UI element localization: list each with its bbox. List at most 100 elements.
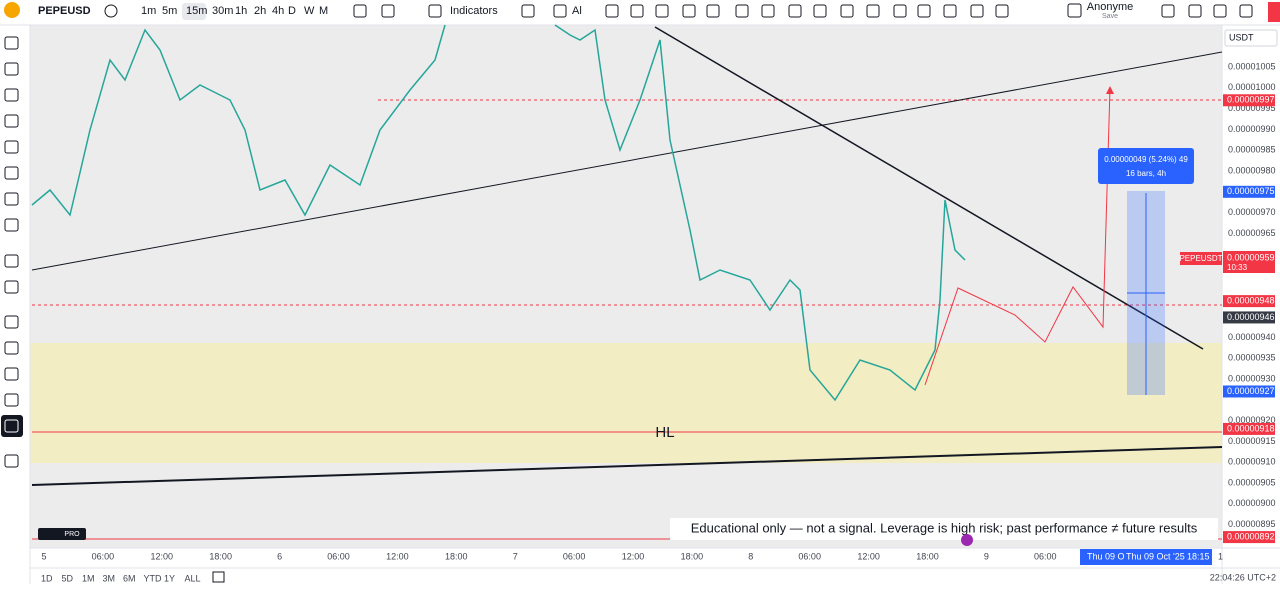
time-label: 06:00 [92,551,115,561]
publish-button[interactable] [1268,2,1280,22]
range-button[interactable]: 1D [41,573,53,583]
range-button[interactable]: ALL [185,573,201,583]
range-button[interactable]: 1Y [164,573,175,583]
tool-icon[interactable] [4,393,19,407]
indicators[interactable]: Indicators [450,5,498,17]
time-label: 18:00 [681,551,704,561]
tool-icon[interactable] [4,280,19,294]
tool-icon[interactable] [553,4,567,18]
tool-icon[interactable] [4,419,19,433]
tool-icon[interactable] [761,4,775,18]
tool-icon[interactable] [4,218,19,232]
tool-icon[interactable] [1239,4,1253,18]
time-label: 6 [277,551,282,561]
user[interactable]: Anonyme [1087,1,1133,13]
tool-icon[interactable] [706,4,720,18]
tool-icon[interactable] [4,88,19,102]
save-icon[interactable] [1067,3,1082,18]
tool-icon[interactable] [813,4,827,18]
tool-icon[interactable] [4,367,19,381]
tool-icon[interactable] [970,4,984,18]
range-button[interactable]: 3M [103,573,116,583]
timeframe[interactable]: 5m [162,5,177,17]
add-icon[interactable] [104,4,118,18]
timeframe[interactable]: 1m [141,5,156,17]
tool-icon[interactable] [4,192,19,206]
tool-icon[interactable] [1161,4,1175,18]
tool-icon[interactable] [381,4,395,18]
time-label: 18:00 [209,551,232,561]
tool-icon[interactable] [788,4,802,18]
tool-icon[interactable] [4,114,19,128]
tool-icon[interactable] [655,4,669,18]
range-button[interactable]: 6M [123,573,136,583]
price-badge-text: 0.00000975 [1227,186,1275,196]
price-label: 0.00000920 [1228,415,1276,425]
timeframe[interactable]: 30m [212,5,233,17]
tool-icon[interactable] [735,4,749,18]
range-button[interactable]: YTD [144,573,163,583]
timeframe[interactable]: 2h [254,5,266,17]
tool-icon[interactable] [4,315,19,329]
timeframe[interactable]: 1h [235,5,247,17]
tool-icon[interactable] [4,166,19,180]
measure-text: 16 bars, 4h [1126,169,1166,178]
logo-text: PRO [64,531,80,538]
tool-icon[interactable] [995,4,1009,18]
tool-icon[interactable] [630,4,644,18]
time-label: 12:00 [151,551,174,561]
tool-icon[interactable] [4,36,19,50]
tool-icon[interactable] [605,4,619,18]
time-cursor-short: Thu 09 O [1087,551,1125,561]
alert[interactable]: Al [572,5,582,17]
tool-icon[interactable] [353,4,367,18]
currency[interactable]: USDT [1229,32,1254,42]
time-label: 8 [748,551,753,561]
tool-icon[interactable] [4,62,19,76]
symbol[interactable]: PEPEUSD [38,5,91,17]
price-label: 0.00000990 [1228,124,1276,134]
tool-icon[interactable] [4,254,19,268]
tool-icon[interactable] [917,4,931,18]
time-label: 12:00 [622,551,645,561]
price-line [31,24,446,217]
measure-text: 0.00000049 (5.24%) 49 [1104,155,1188,164]
tool-icon[interactable] [1213,4,1227,18]
price-badge-text: 0.00000892 [1227,531,1275,541]
calendar-icon[interactable] [212,571,225,583]
save[interactable]: Save [1102,13,1118,20]
timeframe[interactable]: 4h [272,5,284,17]
price-badge [1223,185,1275,198]
currency-select[interactable] [1224,29,1278,47]
time-label: 18:00 [916,551,939,561]
price-badge-text: 0.00000918 [1227,423,1275,433]
tool-icon[interactable] [4,341,19,355]
measure-label [1098,148,1194,184]
tool-icon[interactable] [866,4,880,18]
tool-icon[interactable] [682,4,696,18]
tool-icon[interactable] [893,4,907,18]
timeframe[interactable]: W [304,5,315,17]
tool-active [1,415,23,437]
avatar[interactable] [4,2,20,18]
timeframe[interactable]: M [319,5,328,17]
logo [38,528,86,540]
tool-icon[interactable] [521,4,535,18]
range-button[interactable]: 1M [82,573,95,583]
time-label: 06:00 [798,551,821,561]
tool-icon[interactable] [1188,4,1202,18]
price-badge [1223,311,1275,324]
event-marker[interactable] [961,534,973,546]
timeframe[interactable]: D [288,5,296,17]
tool-icon[interactable] [428,4,442,18]
timeframe[interactable]: 15m [186,5,207,17]
range-button[interactable]: 5D [62,573,74,583]
tool-icon[interactable] [4,454,19,468]
tool-icon[interactable] [4,140,19,154]
price-label: 0.00000935 [1228,353,1276,363]
price-badge [1223,295,1275,308]
tool-icon[interactable] [840,4,854,18]
time-label: 12:00 [386,551,409,561]
chart-area [30,25,1222,548]
tool-icon[interactable] [943,4,957,18]
